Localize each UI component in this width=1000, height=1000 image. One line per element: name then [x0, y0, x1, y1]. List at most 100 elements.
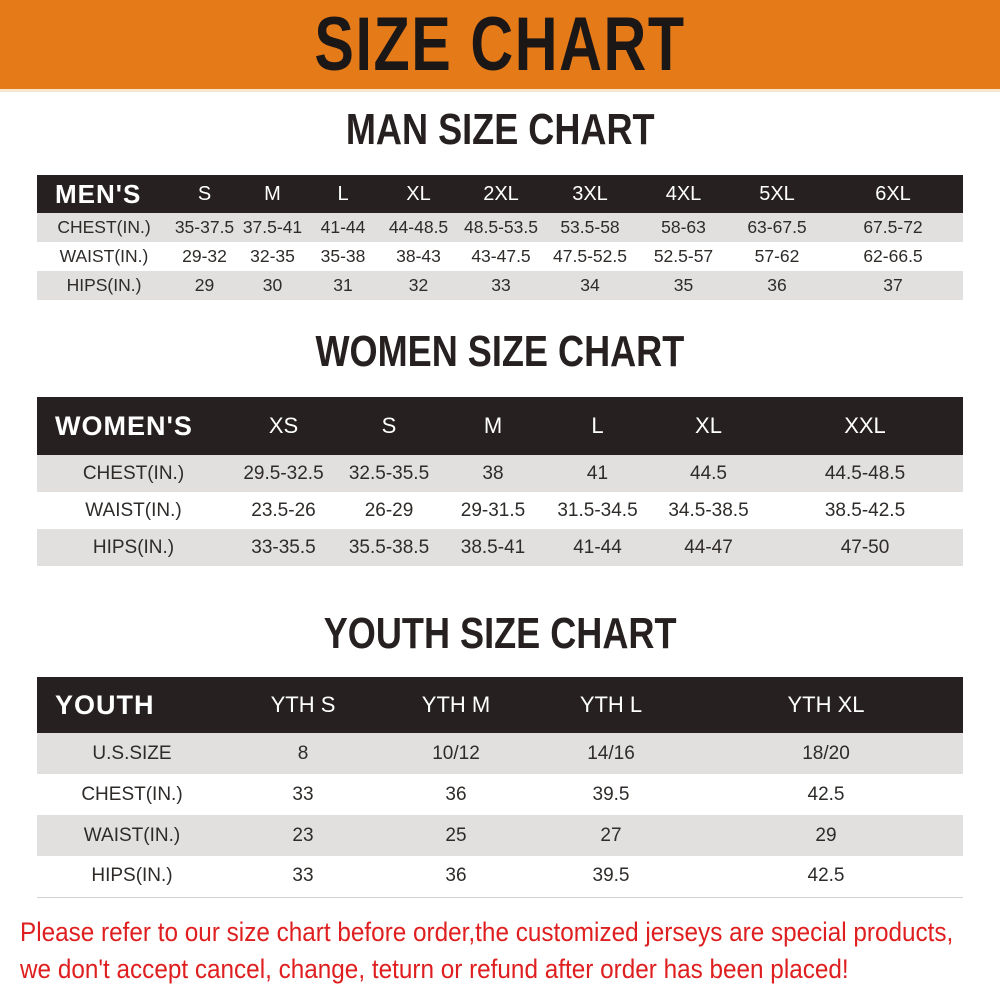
- value-cell: 41: [586, 462, 609, 484]
- value-cell: 38-43: [396, 246, 441, 266]
- value-cell: 26-29: [364, 499, 414, 521]
- value-cell: 67.5-72: [863, 217, 923, 237]
- youth-section-heading: YOUTH SIZE CHART: [0, 610, 1000, 658]
- youth-table-row-hips-in-: HIPS(IN.) 33 36 39.5 42.5: [37, 856, 963, 897]
- value-cell: 48.5-53.5: [464, 217, 538, 237]
- youth-col-header-yth-m: YTH M: [421, 692, 491, 717]
- value-cell: 33: [292, 783, 314, 805]
- value-cell: 32-35: [250, 246, 295, 266]
- row-label: CHEST(IN.): [57, 217, 151, 237]
- notice-line-2: we don't accept cancel, change, teturn o…: [20, 953, 849, 984]
- man-col-header-xl: XL: [406, 182, 431, 205]
- banner-title: SIZE CHART: [314, 1, 686, 87]
- women-size-table: WOMEN'S XS S M L XL XXL CHEST(IN.) 29.5-32.5 32.5…: [37, 397, 963, 566]
- youth-col-header-yth-l: YTH L: [579, 692, 643, 717]
- man-size-section: MAN SIZE CHART MEN'S S M L XL 2XL 3XL 4XL 5XL 6XL C…: [0, 106, 1000, 300]
- value-cell: 35.5-38.5: [348, 536, 430, 558]
- women-table-row-hips-in-: HIPS(IN.) 33-35.5 35.5-38.5 38.5-41 41-44 44-…: [37, 529, 963, 566]
- value-cell: 34: [580, 275, 600, 295]
- value-cell: 44-47: [684, 536, 733, 558]
- value-cell: 52.5-57: [653, 246, 714, 266]
- value-cell: 41-44: [573, 536, 622, 558]
- youth-table-title: YOUTH: [55, 689, 155, 720]
- women-col-header-xs: XS: [268, 413, 299, 438]
- value-cell: 35: [673, 275, 694, 295]
- value-cell: 43-47.5: [471, 246, 531, 266]
- value-cell: 29-31.5: [460, 499, 526, 521]
- value-cell: 39.5: [592, 865, 630, 887]
- man-col-header-5xl: 5XL: [759, 182, 795, 205]
- man-table-row-hips-in-: HIPS(IN.) 29 30 31 32 33 34 35 36 37: [37, 271, 963, 300]
- youth-col-header-yth-xl: YTH XL: [787, 692, 865, 717]
- man-section-heading: MAN SIZE CHART: [0, 106, 1000, 154]
- value-cell: 33-35.5: [251, 536, 316, 558]
- value-cell: 31: [333, 275, 353, 295]
- man-size-table: MEN'S S M L XL 2XL 3XL 4XL 5XL 6XL CHEST(IN.) 35-37…: [37, 175, 963, 300]
- man-col-header-m: M: [264, 182, 281, 205]
- value-cell: 23.5-26: [251, 499, 316, 521]
- value-cell: 38: [482, 462, 504, 484]
- value-cell: 38.5-42.5: [824, 499, 906, 521]
- charts-container: MAN SIZE CHART MEN'S S M L XL 2XL 3XL 4XL 5XL 6XL C…: [0, 106, 1000, 898]
- banner-heading: SIZE CHART: [262, 1, 738, 87]
- man-col-header-2xl: 2XL: [483, 182, 519, 205]
- value-cell: 18/20: [802, 742, 850, 764]
- women-table-row-chest-in-: CHEST(IN.) 29.5-32.5 32.5-35.5 38 41 44.5 44.5…: [37, 455, 963, 492]
- value-cell: 30: [262, 275, 283, 295]
- value-cell: 42.5: [807, 783, 845, 805]
- value-cell: 36: [445, 783, 467, 805]
- man-col-header-6xl: 6XL: [875, 182, 911, 205]
- row-label: HIPS(IN.): [92, 536, 175, 558]
- women-col-header-s: S: [381, 413, 397, 438]
- value-cell: 39.5: [592, 783, 630, 805]
- value-cell: 32: [408, 275, 429, 295]
- youth-table-header-row: YOUTH YTH S YTH M YTH L YTH XL: [37, 677, 963, 733]
- value-cell: 29.5-32.5: [243, 462, 324, 484]
- value-cell: 34.5-38.5: [668, 499, 749, 521]
- value-cell: 47-50: [840, 536, 890, 558]
- women-col-header-m: M: [483, 413, 503, 438]
- footer-notice: Please refer to our size chart before or…: [0, 914, 1000, 988]
- women-table-row-waist-in-: WAIST(IN.) 23.5-26 26-29 29-31.5 31.5-34.5 34…: [37, 492, 963, 529]
- man-col-header-4xl: 4XL: [665, 182, 702, 205]
- value-cell: 31.5-34.5: [557, 499, 638, 521]
- women-section-heading: WOMEN SIZE CHART: [0, 328, 1000, 376]
- man-col-header-l: L: [337, 182, 349, 205]
- value-cell: 62-66.5: [863, 246, 923, 266]
- value-cell: 38.5-41: [460, 536, 526, 558]
- row-label: HIPS(IN.): [91, 865, 173, 887]
- value-cell: 29: [815, 824, 837, 846]
- row-label: CHEST(IN.): [82, 462, 185, 484]
- value-cell: 23: [292, 824, 314, 846]
- value-cell: 36: [445, 865, 467, 887]
- notice-line-1: Please refer to our size chart before or…: [20, 916, 954, 947]
- man-table-row-waist-in-: WAIST(IN.) 29-32 32-35 35-38 38-43 43-47.5 47.…: [37, 242, 963, 271]
- value-cell: 63-67.5: [747, 217, 807, 237]
- value-cell: 44-48.5: [388, 217, 449, 237]
- value-cell: 29: [194, 275, 215, 295]
- value-cell: 37: [883, 275, 903, 295]
- man-col-header-s: S: [197, 182, 212, 205]
- value-cell: 47.5-52.5: [553, 246, 627, 266]
- row-label: WAIST(IN.): [85, 499, 182, 521]
- youth-section-heading-text: YOUTH SIZE CHART: [323, 609, 677, 658]
- value-cell: 33: [292, 865, 314, 887]
- value-cell: 10/12: [432, 742, 480, 764]
- man-table-header-row: MEN'S S M L XL 2XL 3XL 4XL 5XL 6XL: [37, 175, 963, 213]
- value-cell: 37.5-41: [242, 217, 303, 237]
- row-label: CHEST(IN.): [81, 783, 183, 805]
- women-section-heading-text: WOMEN SIZE CHART: [315, 327, 685, 376]
- value-cell: 35-37.5: [174, 217, 235, 237]
- value-cell: 42.5: [807, 865, 845, 887]
- women-table-header-row: WOMEN'S XS S M L XL XXL: [37, 397, 963, 455]
- women-col-header-xl: XL: [695, 413, 722, 438]
- man-section-heading-text: MAN SIZE CHART: [345, 105, 655, 154]
- value-cell: 57-62: [754, 246, 800, 266]
- row-label: U.S.SIZE: [92, 742, 172, 764]
- value-cell: 32.5-35.5: [348, 462, 430, 484]
- women-table-title: WOMEN'S: [55, 410, 193, 441]
- value-cell: 33: [491, 275, 511, 295]
- women-col-header-xxl: XXL: [844, 413, 886, 438]
- value-cell: 44.5-48.5: [824, 462, 906, 484]
